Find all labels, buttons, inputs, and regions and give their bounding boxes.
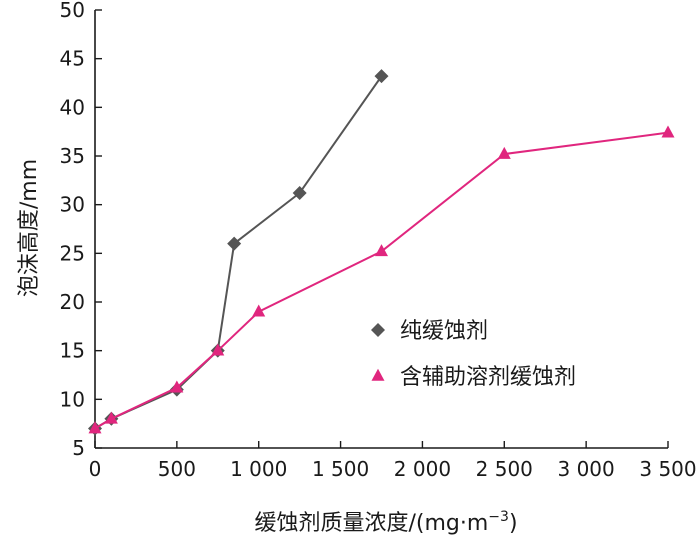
y-tick-label: 40	[60, 95, 85, 119]
x-tick-label: 1 000	[230, 457, 287, 481]
series-1-point	[227, 236, 242, 251]
series-2	[88, 125, 675, 434]
series-1	[88, 69, 389, 436]
series-2-point	[375, 244, 388, 257]
x-axis-title: 缓蚀剂质量浓度/(mg·m−3)	[254, 509, 517, 536]
legend-item-2: 含辅助溶剂缓蚀剂	[371, 365, 576, 390]
y-tick-label: 35	[60, 144, 85, 168]
x-tick-label: 2 000	[394, 457, 451, 481]
legend-marker-2	[371, 368, 385, 381]
x-tick-label: 3 000	[558, 457, 615, 481]
series-2-point	[211, 343, 225, 356]
series-2-point	[497, 146, 511, 159]
series-2-point	[252, 304, 266, 317]
axes	[94, 10, 668, 449]
series-2-point	[88, 421, 102, 434]
x-axis-ticks: 0 500 1 000 1 500 2 000 2 500 3 000 3 500	[89, 441, 697, 481]
series-2-point	[661, 125, 675, 138]
series-1-point	[374, 69, 389, 84]
y-tick-label: 10	[60, 387, 85, 411]
series-2-point	[170, 380, 184, 393]
legend-item-1: 纯缓蚀剂	[371, 319, 488, 344]
y-tick-label: 5	[72, 436, 85, 460]
y-tick-label: 15	[60, 339, 85, 363]
y-axis-title: 泡沫高度/mm	[17, 159, 42, 297]
y-tick-label: 25	[60, 241, 85, 265]
x-tick-label: 3 500	[639, 457, 696, 481]
x-tick-label: 500	[158, 457, 196, 481]
x-tick-label: 0	[89, 457, 102, 481]
series-1-line	[94, 75, 383, 430]
y-axis-ticks: 5 10 15 20 25 30 35 40 45 50	[60, 0, 102, 460]
legend-label-2: 含辅助溶剂缓蚀剂	[400, 365, 576, 390]
y-tick-label: 50	[60, 0, 85, 22]
x-tick-label: 1 500	[312, 457, 369, 481]
y-tick-label: 20	[60, 290, 85, 314]
x-tick-label: 2 500	[476, 457, 533, 481]
series-1-point	[292, 185, 307, 200]
y-tick-label: 30	[60, 193, 85, 217]
y-tick-label: 45	[60, 47, 85, 71]
series-2-point	[104, 411, 118, 424]
series-2-line	[94, 131, 669, 430]
legend-marker-1	[371, 323, 385, 337]
series-layer	[88, 69, 675, 436]
legend-label-1: 纯缓蚀剂	[400, 319, 488, 344]
